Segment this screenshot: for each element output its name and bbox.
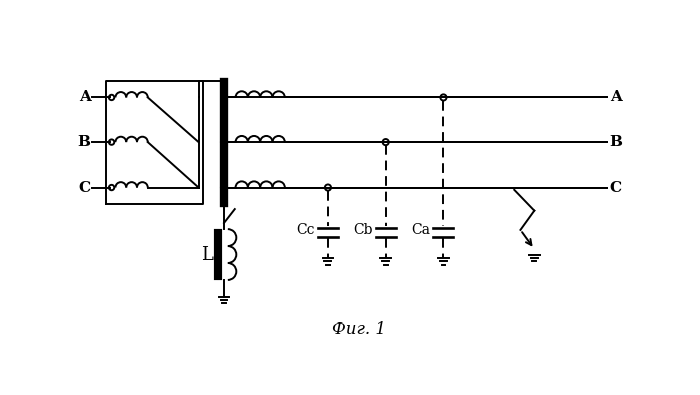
Text: L: L — [201, 246, 213, 263]
Text: Фиг. 1: Фиг. 1 — [332, 321, 386, 338]
Text: A: A — [79, 90, 91, 104]
Text: Cb: Cb — [353, 223, 372, 237]
Text: C: C — [610, 181, 622, 195]
Text: B: B — [610, 135, 623, 149]
Text: Cc: Cc — [296, 223, 315, 237]
Text: B: B — [78, 135, 91, 149]
Text: C: C — [78, 181, 91, 195]
Text: Ca: Ca — [412, 223, 430, 237]
Text: A: A — [610, 90, 622, 104]
